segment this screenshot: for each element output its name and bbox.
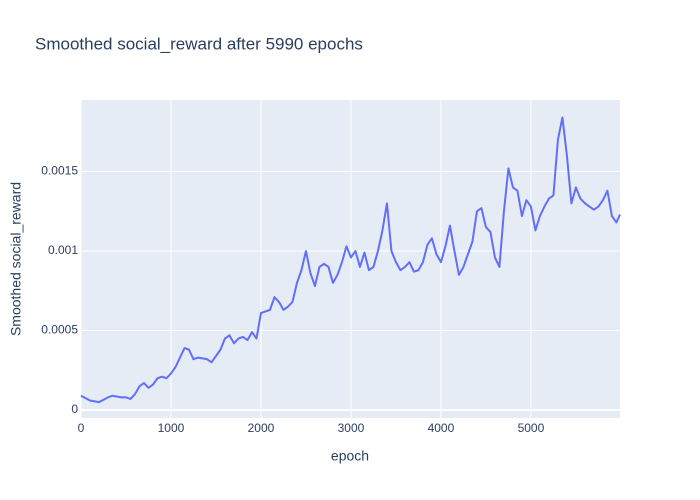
x-tick-label: 5000: [518, 421, 545, 435]
y-tick-label: 0.0015: [41, 164, 78, 178]
x-tick-label: 3000: [338, 421, 365, 435]
y-tick-label: 0: [71, 402, 78, 416]
x-tick-label: 4000: [428, 421, 455, 435]
x-tick-label: 2000: [248, 421, 275, 435]
y-axis-label: Smoothed social_reward: [8, 182, 24, 336]
y-tick-label: 0.0005: [41, 323, 78, 337]
chart-title: Smoothed social_reward after 5990 epochs: [35, 34, 363, 53]
line: [80, 116, 621, 404]
y-tick-label: 0.001: [48, 243, 78, 257]
x-tick-label: 0: [78, 421, 85, 435]
x-tick-label: 1000: [158, 421, 185, 435]
x-axis-label: epoch: [331, 448, 369, 464]
